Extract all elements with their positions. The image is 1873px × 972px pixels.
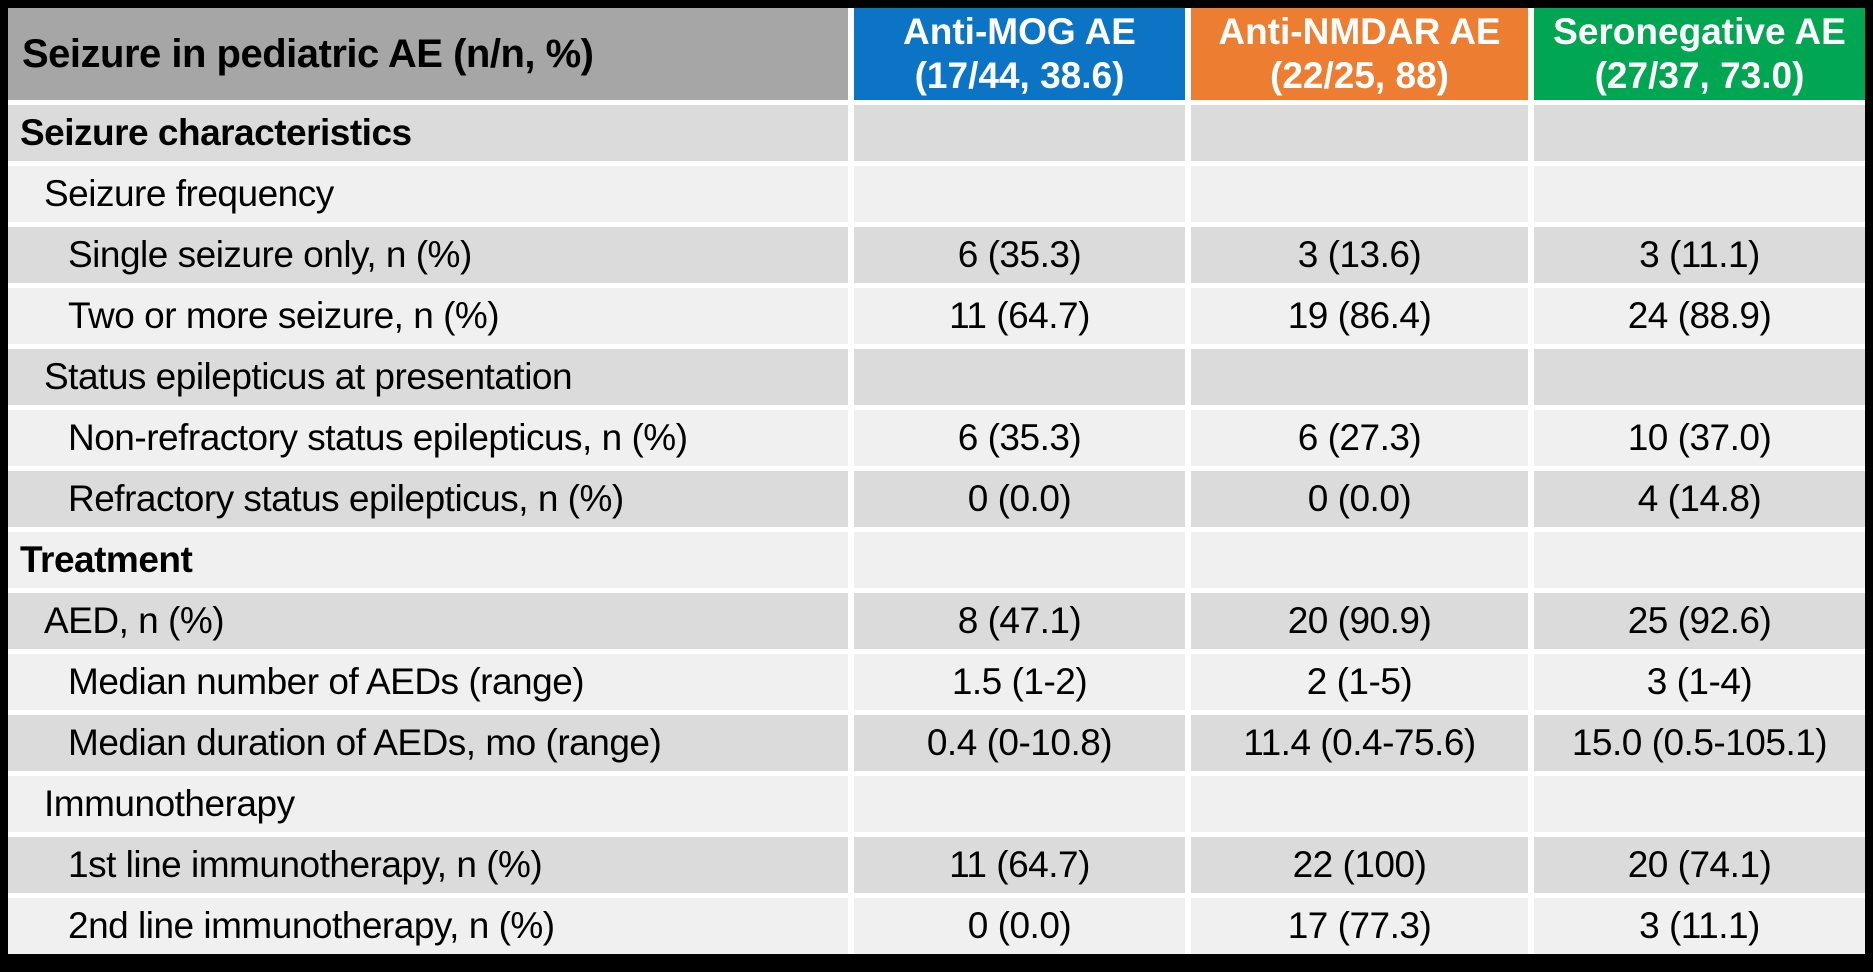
row-value: 6 (35.3) [854,410,1185,466]
row-value [1534,776,1865,832]
row-value: 17 (77.3) [1191,898,1528,954]
row-value: 11 (64.7) [854,837,1185,893]
row-label: Single seizure only, n (%) [8,227,848,283]
row-label: AED, n (%) [8,593,848,649]
row-value: 8 (47.1) [854,593,1185,649]
row-label: 2nd line immunotherapy, n (%) [8,898,848,954]
row-value [854,349,1185,405]
row-value: 3 (1-4) [1534,654,1865,710]
row-value: 2 (1-5) [1191,654,1528,710]
column-header-label: Anti-MOG AE [903,11,1136,53]
column-header-seronegative: Seronegative AE (27/37, 73.0) [1534,8,1865,100]
row-label: Seizure characteristics [8,105,848,161]
row-value: 24 (88.9) [1534,288,1865,344]
row-value: 3 (11.1) [1534,898,1865,954]
column-header-sublabel: (22/25, 88) [1270,55,1449,96]
row-label: Immunotherapy [8,776,848,832]
row-label: Seizure frequency [8,166,848,222]
row-value [1534,349,1865,405]
row-value: 20 (74.1) [1534,837,1865,893]
row-value: 1.5 (1-2) [854,654,1185,710]
row-value: 19 (86.4) [1191,288,1528,344]
row-label: Median number of AEDs (range) [8,654,848,710]
row-value [854,166,1185,222]
row-value: 0 (0.0) [854,471,1185,527]
row-value [1191,349,1528,405]
row-value [1191,166,1528,222]
column-header-sublabel: (17/44, 38.6) [914,55,1125,96]
row-value: 25 (92.6) [1534,593,1865,649]
row-value [1191,776,1528,832]
row-value: 15.0 (0.5-105.1) [1534,715,1865,771]
row-value: 11 (64.7) [854,288,1185,344]
row-value [1191,532,1528,588]
row-label: Status epilepticus at presentation [8,349,848,405]
row-value: 20 (90.9) [1191,593,1528,649]
table-grid: Seizure in pediatric AE (n/n, %) Anti-MO… [8,8,1865,954]
row-value: 10 (37.0) [1534,410,1865,466]
column-header-label: Anti-NMDAR AE [1218,11,1501,53]
row-value: 0.4 (0-10.8) [854,715,1185,771]
row-value: 3 (11.1) [1534,227,1865,283]
row-value [854,105,1185,161]
row-label: Non-refractory status epilepticus, n (%) [8,410,848,466]
column-header-label: Seronegative AE [1553,11,1846,53]
column-header-sublabel: (27/37, 73.0) [1594,55,1805,96]
row-value: 6 (35.3) [854,227,1185,283]
row-value [1534,166,1865,222]
table-title-header-cell: Seizure in pediatric AE (n/n, %) [8,8,848,100]
row-label: Treatment [8,532,848,588]
column-header-anti-nmdar: Anti-NMDAR AE (22/25, 88) [1191,8,1528,100]
row-value: 22 (100) [1191,837,1528,893]
row-label: 1st line immunotherapy, n (%) [8,837,848,893]
column-header-anti-mog: Anti-MOG AE (17/44, 38.6) [854,8,1185,100]
row-value [1191,105,1528,161]
row-value [854,532,1185,588]
row-value [1534,105,1865,161]
row-label: Two or more seizure, n (%) [8,288,848,344]
seizure-table: Seizure in pediatric AE (n/n, %) Anti-MO… [8,8,1865,954]
row-label: Refractory status epilepticus, n (%) [8,471,848,527]
row-value: 11.4 (0.4-75.6) [1191,715,1528,771]
row-value: 0 (0.0) [854,898,1185,954]
row-value: 6 (27.3) [1191,410,1528,466]
row-value [1534,532,1865,588]
row-value: 3 (13.6) [1191,227,1528,283]
row-value: 4 (14.8) [1534,471,1865,527]
row-value: 0 (0.0) [1191,471,1528,527]
row-label: Median duration of AEDs, mo (range) [8,715,848,771]
row-value [854,776,1185,832]
